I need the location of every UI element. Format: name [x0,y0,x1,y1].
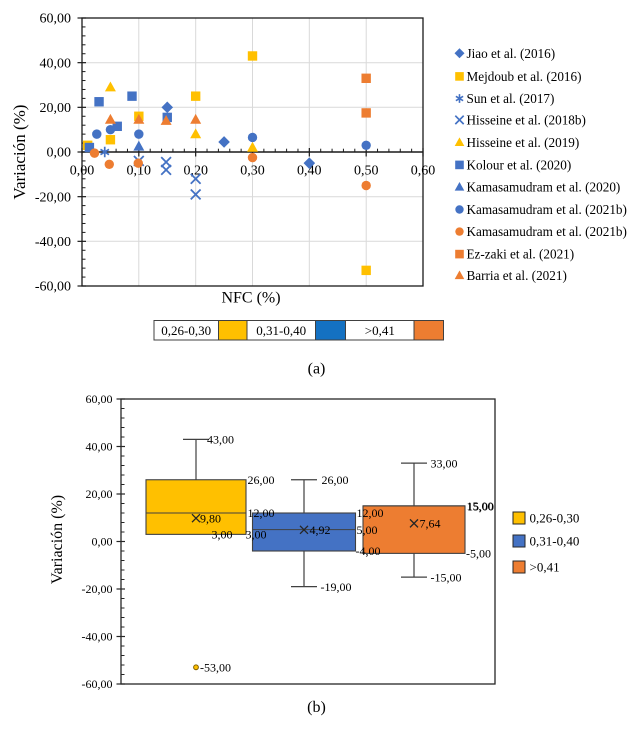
svg-text:NFC (%): NFC (%) [221,290,280,307]
svg-text:26,00: 26,00 [322,473,349,487]
svg-text:3,00: 3,00 [246,528,267,542]
svg-text:-60,00: -60,00 [82,677,113,691]
svg-text:0,20: 0,20 [183,163,208,178]
svg-text:0,31-0,40: 0,31-0,40 [530,533,580,548]
svg-text:Barria et al. (2021): Barria et al. (2021) [467,268,567,283]
svg-text:Jiao et al. (2016): Jiao et al. (2016) [467,46,556,61]
svg-text:Hisseine et al. (2019): Hisseine et al. (2019) [467,135,580,150]
svg-text:-60,00: -60,00 [35,280,71,295]
svg-text:Kamasamudram et al. (2021b): Kamasamudram et al. (2021b) [467,202,627,217]
svg-text:12,00: 12,00 [357,506,384,520]
svg-text:-20,00: -20,00 [82,582,113,596]
svg-text:-15,00: -15,00 [431,570,462,584]
svg-text:33,00: 33,00 [431,456,458,470]
svg-text:0,50: 0,50 [354,163,379,178]
svg-text:0,10: 0,10 [127,163,152,178]
svg-text:-5,00: -5,00 [466,547,491,561]
svg-text:Sun et al. (2017): Sun et al. (2017) [467,91,555,106]
svg-text:43,00: 43,00 [207,433,234,447]
svg-text:Kamasamudram et al. (2021b): Kamasamudram et al. (2021b) [467,224,627,239]
svg-text:Variación (%): Variación (%) [10,105,29,200]
svg-text:0,31-0,40: 0,31-0,40 [256,323,306,338]
svg-text:60,00: 60,00 [40,12,72,27]
svg-text:7,64: 7,64 [420,517,441,531]
svg-text:Variación (%): Variación (%) [49,495,66,584]
svg-text:Mejdoub et al. (2016): Mejdoub et al. (2016) [467,69,582,84]
svg-text:-4,00: -4,00 [356,544,381,558]
svg-text:-40,00: -40,00 [82,630,113,644]
svg-text:26,00: 26,00 [248,473,275,487]
svg-text:40,00: 40,00 [40,56,72,71]
svg-text:0,26-0,30: 0,26-0,30 [161,323,211,338]
svg-text:20,00: 20,00 [86,487,113,501]
svg-text:60,00: 60,00 [86,392,113,406]
svg-text:0,26-0,30: 0,26-0,30 [530,510,580,525]
svg-text:0,00: 0,00 [70,163,95,178]
svg-text:0,00: 0,00 [92,535,113,549]
svg-text:(a): (a) [308,361,326,378]
svg-text:-53,00: -53,00 [200,661,231,675]
svg-text:Ez-zaki et al. (2021): Ez-zaki et al. (2021) [467,247,575,262]
svg-text:9,80: 9,80 [200,512,221,526]
svg-text:5,00: 5,00 [357,523,378,537]
svg-text:>0,41: >0,41 [530,559,560,574]
svg-text:-19,00: -19,00 [321,580,352,594]
svg-text:-20,00: -20,00 [35,190,71,205]
svg-text:>0,41: >0,41 [365,323,395,338]
svg-text:15,00: 15,00 [467,499,494,513]
svg-text:(b): (b) [307,699,326,716]
svg-text:Hisseine et al. (2018b): Hisseine et al. (2018b) [467,113,586,128]
svg-text:0,00: 0,00 [47,146,72,161]
svg-text:-40,00: -40,00 [35,235,71,250]
svg-text:0,30: 0,30 [240,163,265,178]
svg-text:Kolour et al. (2020): Kolour et al. (2020) [467,158,572,173]
svg-text:20,00: 20,00 [40,101,72,116]
svg-text:4,92: 4,92 [310,523,331,537]
svg-text:Kamasamudram et al. (2020): Kamasamudram et al. (2020) [467,180,621,195]
svg-text:40,00: 40,00 [86,440,113,454]
svg-text:0,60: 0,60 [411,163,436,178]
svg-text:12,00: 12,00 [248,506,275,520]
svg-text:0,40: 0,40 [297,163,322,178]
svg-text:15,00: 15,00 [467,499,494,513]
svg-text:3,00: 3,00 [212,528,233,542]
